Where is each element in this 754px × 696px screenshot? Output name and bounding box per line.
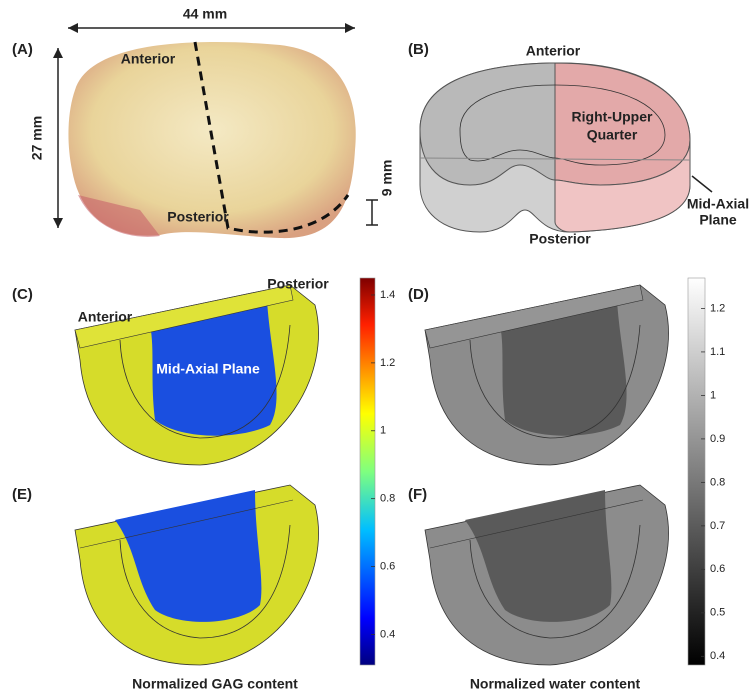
panel-a: (A) 44 mm 27 mm Anterior Posterior 9 mm — [12, 6, 395, 238]
thickness-bracket — [366, 200, 378, 225]
posterior-label: Posterior — [529, 231, 591, 247]
posterior-label: Posterior — [167, 209, 229, 225]
colorbar-tick-label: 1 — [380, 425, 386, 437]
panel-f-model — [425, 485, 669, 665]
colorbar-title: Normalized GAG content — [132, 676, 298, 692]
colorbar-tick-label: 1.1 — [710, 346, 725, 358]
height-label: 27 mm — [29, 116, 45, 160]
colorbar-tick-label: 1.4 — [380, 289, 395, 301]
figure: (A) 44 mm 27 mm Anterior Posterior 9 mm … — [0, 0, 754, 696]
quarter-label: Quarter — [587, 127, 638, 143]
model-top — [420, 63, 555, 185]
panel-label: (D) — [408, 286, 429, 303]
quarter-label: Right-Upper — [572, 109, 653, 125]
anterior-label: Anterior — [121, 51, 176, 67]
panel-b: (B) Anterior Right-Upper Quarter Mid-Axi… — [408, 41, 749, 247]
colorbar — [688, 278, 705, 665]
colorbar-tick-label: 0.8 — [380, 493, 395, 505]
pointer — [692, 176, 712, 192]
panel-e-model — [75, 485, 319, 665]
colorbar-tick-label: 0.6 — [710, 563, 725, 575]
colorbar-tick-label: 1.2 — [380, 357, 395, 369]
panel-d-model — [425, 285, 669, 465]
posterior-label: Posterior — [267, 276, 329, 292]
colorbar-tick-label: 0.8 — [710, 476, 725, 488]
panel-label: (A) — [12, 41, 33, 58]
anterior-label: Anterior — [526, 43, 581, 59]
panel-label: (B) — [408, 41, 429, 58]
plane-label: Mid-Axial — [687, 196, 749, 212]
colorbar-tick-label: 0.6 — [380, 560, 395, 572]
anterior-label: Anterior — [78, 309, 133, 325]
panel-label: (E) — [12, 486, 32, 503]
thickness-label: 9 mm — [379, 160, 395, 197]
colorbar — [360, 278, 375, 665]
panel-label: (F) — [408, 486, 427, 503]
colorbar-tick-label: 0.5 — [710, 607, 725, 619]
width-label: 44 mm — [183, 6, 227, 22]
plane-label: Plane — [699, 212, 737, 228]
colorbar-tick-label: 0.4 — [380, 628, 395, 640]
colorbar-title: Normalized water content — [470, 676, 641, 692]
colorbar-tick-label: 0.9 — [710, 433, 725, 445]
plane-label: Mid-Axial Plane — [156, 361, 260, 377]
colorbar-tick-label: 1.2 — [710, 302, 725, 314]
colorbar-tick-label: 0.7 — [710, 520, 725, 532]
colorbar-tick-label: 0.4 — [710, 650, 725, 662]
panel-label: (C) — [12, 286, 33, 303]
colorbar-tick-label: 1 — [710, 389, 716, 401]
